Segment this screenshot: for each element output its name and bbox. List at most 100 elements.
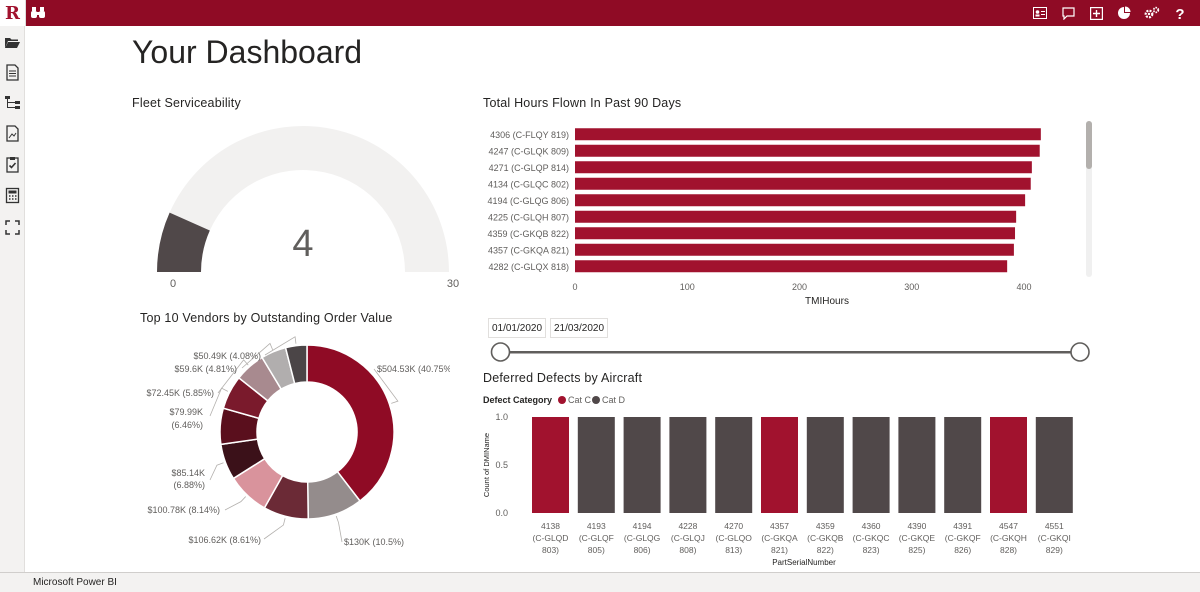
calculator-icon[interactable] [4, 187, 21, 204]
donut-data-label: (6.88%) [173, 480, 205, 490]
donut-leader-line [335, 515, 343, 543]
defects-bar[interactable] [761, 417, 798, 513]
defects-x-tick: 4194 [633, 521, 652, 531]
donut-title: Top 10 Vendors by Outstanding Order Valu… [140, 311, 393, 325]
defects-bar[interactable] [669, 417, 707, 513]
end-date-field[interactable]: 21/03/2020 [550, 318, 608, 338]
defects-x-tick: (C-GKQC [853, 533, 890, 543]
hours-bar[interactable] [575, 194, 1026, 207]
defects-bar[interactable] [715, 417, 753, 513]
defects-bar[interactable] [623, 417, 661, 513]
hours-bar[interactable] [575, 227, 1016, 240]
hours-bar[interactable] [575, 210, 1017, 223]
top-bar: R ? [0, 0, 1200, 26]
donut-data-label: $50.49K (4.08%) [193, 351, 261, 361]
donut-data-label: $79.99K [169, 407, 203, 417]
document-icon[interactable] [4, 64, 21, 81]
defects-bar[interactable] [1035, 417, 1073, 513]
hours-bar[interactable] [575, 128, 1041, 141]
defects-bar[interactable] [898, 417, 936, 513]
defects-bar-chart[interactable]: Defect Category Cat C Cat D 1.0 0.5 0.0 Count … [480, 390, 1090, 570]
slider-track [500, 351, 1080, 354]
hours-category-label: 4134 (C-GLQC 802) [488, 179, 569, 189]
defects-y-tick: 0.0 [495, 508, 508, 518]
donut-data-label: $100.78K (8.14%) [147, 505, 220, 515]
defects-x-tick: 825) [908, 545, 925, 555]
hours-chart-scrollbar[interactable] [1086, 121, 1092, 277]
donut-leader-line [263, 518, 286, 540]
hours-category-label: 4359 (C-GKQB 822) [487, 229, 569, 239]
defects-x-tick: 822) [817, 545, 834, 555]
hours-category-label: 4357 (C-GKQA 821) [488, 245, 569, 255]
defects-bar[interactable] [944, 417, 982, 513]
date-range-slider[interactable] [488, 340, 1094, 366]
hours-x-tick: 200 [792, 282, 807, 292]
hours-bar[interactable] [575, 243, 1014, 256]
legend-item-label[interactable]: Cat D [602, 395, 626, 405]
hours-bar[interactable] [575, 260, 1008, 273]
defects-x-tick: (C-GKQA [761, 533, 798, 543]
defects-legend-title: Defect Category [483, 395, 552, 405]
status-app-name: Microsoft Power BI [33, 577, 117, 588]
donut-chart[interactable]: $504.53K (40.75%) $130K (10.5%) $106.62K (… [130, 330, 450, 570]
defects-x-tick: 4390 [907, 521, 926, 531]
legend-item-label[interactable]: Cat C [568, 395, 592, 405]
defects-x-tick: (C-GLQO [716, 533, 753, 543]
add-tile-icon[interactable] [1086, 3, 1106, 23]
slider-end-handle[interactable] [1070, 342, 1090, 362]
fullscreen-icon[interactable] [4, 219, 21, 236]
hours-bar[interactable] [575, 161, 1032, 174]
start-date-field[interactable]: 01/01/2020 [488, 318, 546, 338]
defects-bar[interactable] [990, 417, 1027, 513]
donut-slice[interactable] [284, 344, 308, 385]
settings-icon[interactable] [1142, 3, 1162, 23]
checklist-icon[interactable] [4, 156, 21, 173]
contact-card-icon[interactable] [1030, 3, 1050, 23]
defects-bar[interactable] [532, 417, 569, 513]
legend-swatch-icon [592, 396, 600, 404]
hours-category-label: 4271 (C-GLQP 814) [489, 163, 569, 173]
slider-start-handle[interactable] [490, 342, 511, 362]
hierarchy-icon[interactable] [4, 94, 21, 111]
hours-category-label: 4282 (C-GLQX 818) [488, 262, 569, 272]
gauge-max-label: 30 [447, 278, 459, 290]
gauge-value-label: 4 [292, 223, 313, 265]
defects-x-tick: 829) [1046, 545, 1063, 555]
report-icon[interactable] [4, 125, 21, 142]
left-sidebar [0, 26, 25, 572]
defects-x-tick: (C-GKQI [1038, 533, 1071, 543]
defects-y-axis-label: Count of DMIName [482, 433, 491, 497]
hours-chart-title: Total Hours Flown In Past 90 Days [483, 96, 682, 110]
defects-bar[interactable] [806, 417, 844, 513]
status-bar: Microsoft Power BI [0, 572, 1200, 592]
help-icon[interactable]: ? [1170, 3, 1190, 23]
defects-x-tick: 806) [634, 545, 651, 555]
defects-x-tick: 813) [725, 545, 742, 555]
defects-x-tick: 4359 [816, 521, 835, 531]
logo-letter: R [5, 2, 20, 24]
defects-x-tick: 4360 [862, 521, 881, 531]
defects-x-tick: 4138 [541, 521, 560, 531]
hours-category-label: 4247 (C-GLQK 809) [488, 146, 569, 156]
hours-x-axis-label: TMIHours [805, 296, 849, 307]
defects-x-tick: 808) [679, 545, 696, 555]
hours-bar[interactable] [575, 144, 1040, 157]
hours-chart-scroll-thumb[interactable] [1086, 121, 1092, 169]
folder-open-icon[interactable] [4, 34, 21, 51]
donut-slice[interactable] [306, 344, 395, 503]
app-logo[interactable]: R [0, 0, 26, 26]
gauge-value-arc [157, 212, 210, 272]
gauge-chart[interactable]: 4 0 30 [140, 116, 470, 296]
comment-icon[interactable] [1058, 3, 1078, 23]
defects-bar[interactable] [577, 417, 615, 513]
gauge-min-label: 0 [170, 278, 176, 290]
defects-x-tick: 4391 [953, 521, 972, 531]
defects-bar[interactable] [852, 417, 890, 513]
defects-x-axis-label: PartSerialNumber [772, 558, 836, 567]
pie-icon[interactable] [1114, 3, 1134, 23]
hours-bar[interactable] [575, 177, 1031, 190]
hours-bar-chart[interactable]: 4306 (C-FLQY 819) 4247 (C-GLQK 809) 4271 (… [480, 116, 1080, 308]
binoculars-icon[interactable] [30, 4, 46, 22]
hours-x-tick: 100 [680, 282, 695, 292]
donut-leader-line [241, 342, 274, 369]
